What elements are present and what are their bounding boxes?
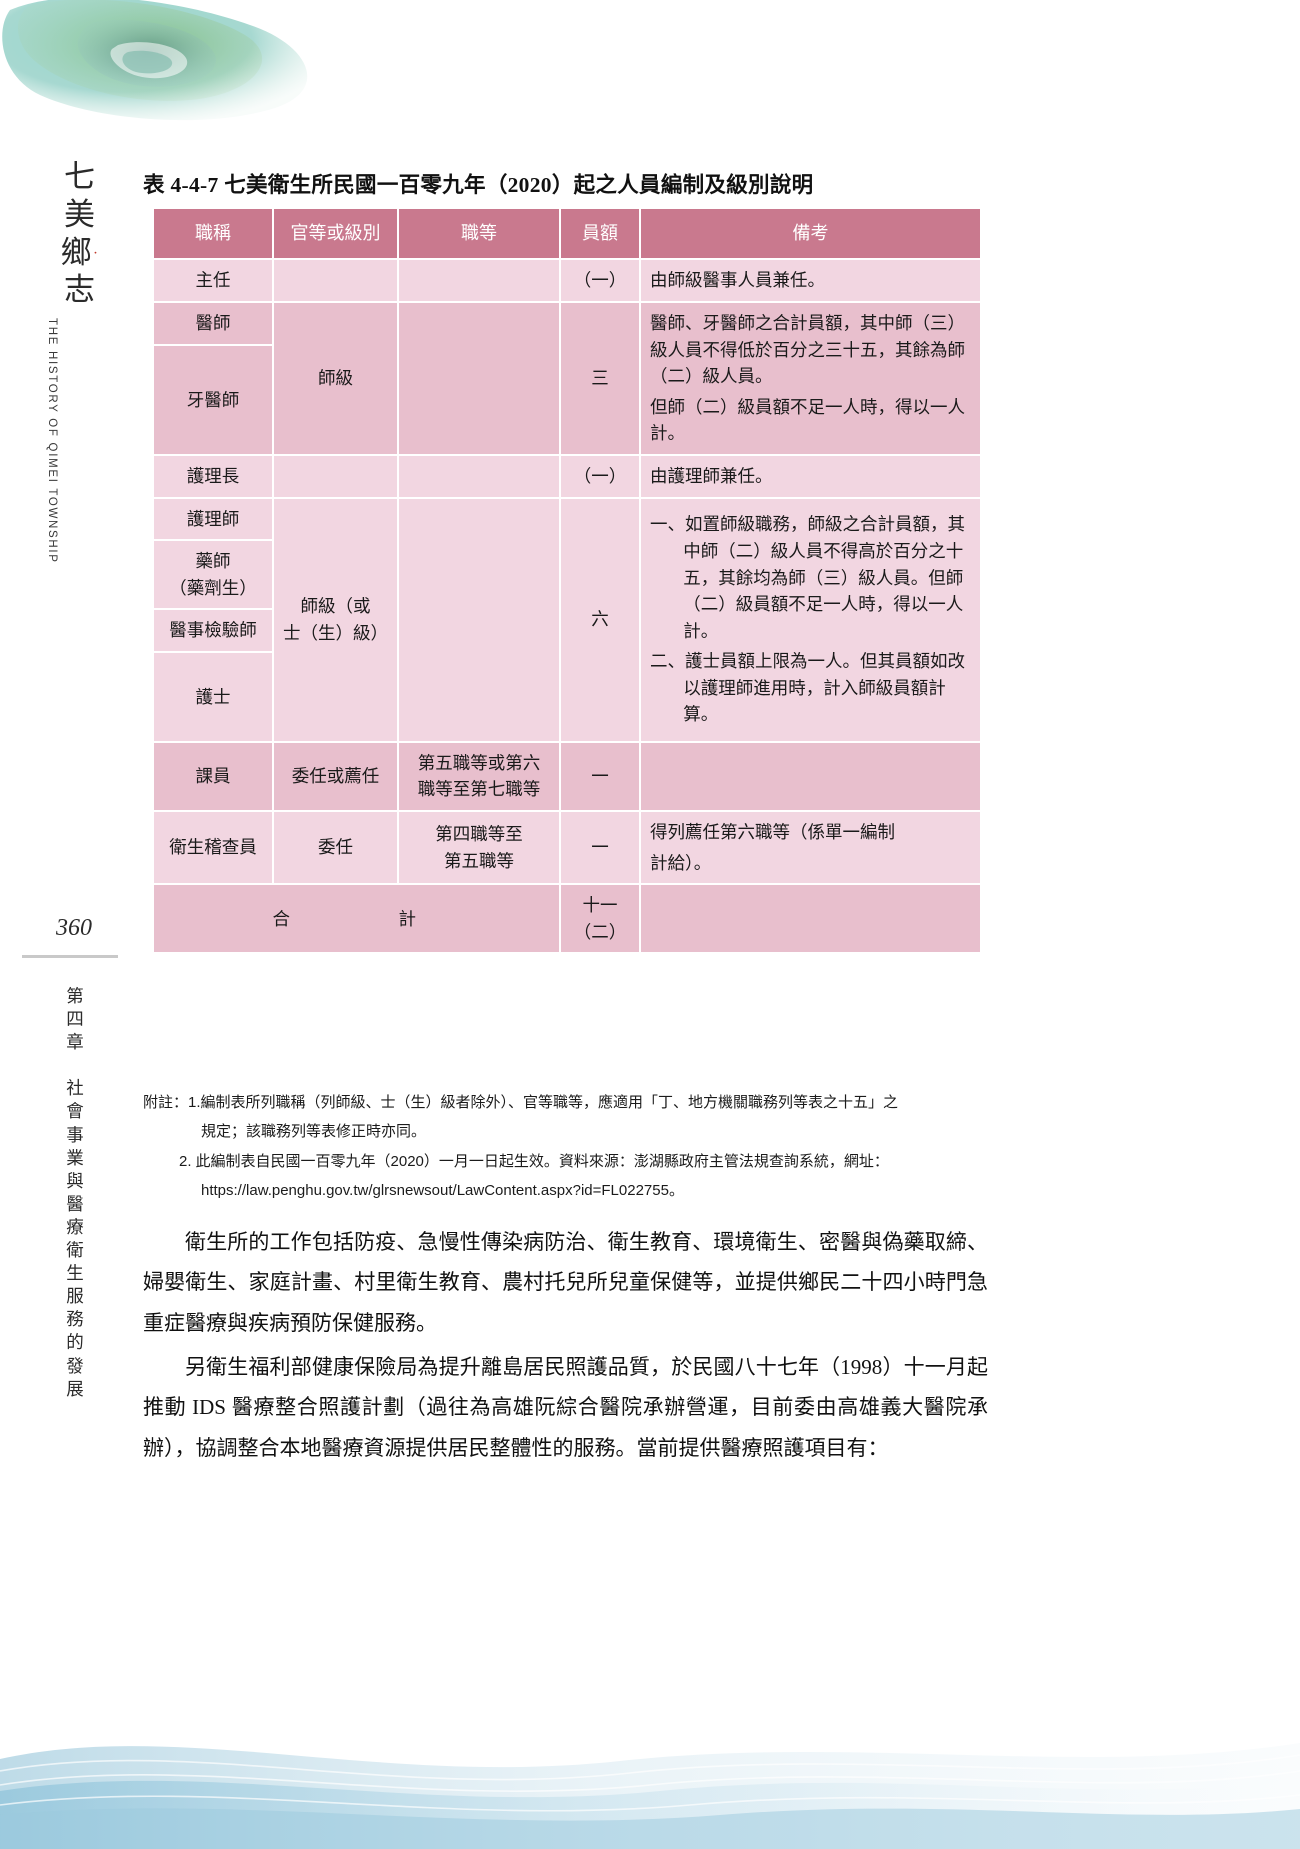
book-title: 七美鄉˙ 志: [60, 159, 100, 308]
remark-line: 醫師、牙醫師之合計員額，其中師（三）級人員不得低於百分之三十五，其餘為師（二）級…: [650, 312, 965, 387]
spine-divider: [22, 955, 118, 958]
cell-quota: 三: [561, 302, 639, 454]
footnote-lead: 附註：: [143, 1094, 189, 1111]
cell-grade: [399, 455, 559, 497]
cell-rank: [274, 455, 397, 497]
table-row: 護士: [154, 652, 980, 741]
cell-quota: 一: [561, 742, 639, 811]
staff-establishment-table: 職稱 官等或級別 職等 員額 備考 主任 （一） 由師級醫事人員兼任。 醫師 師…: [152, 207, 982, 954]
total-remarks: [641, 885, 980, 953]
remark-line: 計給）。: [650, 852, 712, 873]
cell-remarks: [641, 742, 980, 811]
footnote-url: https://law.penghu.gov.tw/glrsnewsout/La…: [201, 1181, 684, 1199]
footnote-continuation: 規定；該職務列等表修正時亦同。: [201, 1123, 427, 1141]
footnote-text: 編制表所列職稱（列師級、士（生）級者除外）、官等職等，應適用「丁、地方機關職務列…: [200, 1094, 899, 1111]
footnote-text: 此編制表自民國一百零九年（2020）一月一日起生效。資料來源：澎湖縣政府主管法規…: [195, 1152, 889, 1170]
table-row: 護理師 師級（或 士（生）級） 六 一、如置師級職務，師級之合計員額，其中師（二）…: [154, 498, 980, 741]
table-row: 牙醫師: [154, 345, 980, 454]
chapter-label-vertical: 第四章 社會事業與醫療衛生服務的發展: [66, 986, 84, 1399]
cell-remarks: 一、如置師級職務，師級之合計員額，其中師（二）級人員不得高於百分之十五，其餘均為…: [641, 498, 980, 741]
column-header-grade: 職等: [399, 209, 559, 259]
total-quota: 十一 （二）: [561, 885, 639, 953]
remark-line: 二、護士員額上限為一人。但其員額如改以護理師進用時，計入師級員額計算。: [650, 651, 965, 725]
cell-job-title: 醫事檢驗師: [154, 610, 272, 651]
cell-rank: [274, 260, 397, 301]
table-total-row: 合 計 十一 （二）: [154, 885, 980, 953]
cell-grade: [399, 260, 559, 301]
cell-grade: 第四職等至 第五職等: [399, 812, 559, 884]
footnote-item: 2. 此編制表自民國一百零九年（2020）一月一日起生效。資料來源：澎湖縣政府主…: [143, 1147, 993, 1176]
cell-job-title: 藥師 （藥劑生）: [154, 541, 272, 609]
remark-line: 但師（二）級員額不足一人時，得以一人計。: [650, 396, 965, 444]
footnote-number: 1.: [188, 1094, 201, 1111]
cell-quota: （一）: [561, 260, 639, 301]
total-label: 合 計: [154, 885, 559, 953]
cell-rank: 師級（或 士（生）級）: [274, 498, 397, 741]
table-row: 藥師 （藥劑生）: [154, 541, 980, 609]
table-row: 課員 委任或薦任 第五職等或第六 職等至第七職等 一: [154, 742, 980, 811]
cell-remarks: 由師級醫事人員兼任。: [641, 260, 980, 301]
table-row: 衛生稽查員 委任 第四職等至 第五職等 一 得列薦任第六職等（係單一編制 計給）。: [154, 812, 980, 884]
cell-rank: 委任或薦任: [274, 742, 397, 811]
cell-grade: [399, 302, 559, 454]
cell-job-title: 牙醫師: [154, 345, 272, 454]
page-number: 360: [56, 915, 92, 941]
paragraph: 另衛生福利部健康保險局為提升離島居民照護品質，於民國八十七年（1998）十一月起…: [143, 1354, 988, 1460]
remark-line: 一、如置師級職務，師級之合計員額，其中師（二）級人員不得高於百分之十五，其餘均為…: [650, 514, 965, 641]
cell-job-title: 護理長: [154, 455, 272, 497]
table-footnotes: 附註： 1. 編制表所列職稱（列師級、士（生）級者除外）、官等職等，應適用「丁、…: [143, 1088, 993, 1205]
table-row: 醫事檢驗師: [154, 610, 980, 651]
cell-rank: 委任: [274, 812, 397, 884]
decorative-wave-bottom: [0, 1609, 1300, 1849]
column-header-rank: 官等或級別: [274, 209, 397, 259]
cell-job-title: 課員: [154, 742, 272, 811]
remark-line: 得列薦任第六職等（係單一編制: [650, 822, 895, 843]
table-header-row: 職稱 官等或級別 職等 員額 備考: [154, 209, 980, 259]
cell-quota: （一）: [561, 455, 639, 497]
cell-remarks: 由護理師兼任。: [641, 455, 980, 497]
column-header-remarks: 備考: [641, 209, 980, 259]
table-row: 醫師 師級 三 醫師、牙醫師之合計員額，其中師（三）級人員不得低於百分之三十五，…: [154, 302, 980, 454]
cell-quota: 一: [561, 812, 639, 884]
book-title-english: THE HISTORY OF QIMEI TOWNSHIP: [46, 318, 58, 564]
cell-grade: 第五職等或第六 職等至第七職等: [399, 742, 559, 811]
body-text: 衛生所的工作包括防疫、急慢性傳染病防治、衛生教育、環境衛生、密醫與偽藥取締、婦嬰…: [143, 1222, 988, 1472]
footnote-number: 2.: [179, 1152, 192, 1170]
cell-job-title: 主任: [154, 260, 272, 301]
cell-remarks: 得列薦任第六職等（係單一編制 計給）。: [641, 812, 980, 884]
book-spine: 七美鄉˙ 志 THE HISTORY OF QIMEI TOWNSHIP 360 …: [0, 0, 120, 1849]
remark-line: 由師級醫事人員兼任。: [650, 270, 825, 291]
footnote-item: 附註： 1. 編制表所列職稱（列師級、士（生）級者除外）、官等職等，應適用「丁、…: [143, 1088, 993, 1117]
table-row: 護理長 （一） 由護理師兼任。: [154, 455, 980, 497]
column-header-quota: 員額: [561, 209, 639, 259]
table-caption: 表 4-4-7 七美衛生所民國一百零九年（2020）起之人員編制及級別說明: [143, 173, 814, 197]
cell-job-title: 護理師: [154, 498, 272, 540]
cell-job-title: 衛生稽查員: [154, 812, 272, 884]
table-row: 主任 （一） 由師級醫事人員兼任。: [154, 260, 980, 301]
cell-remarks: 醫師、牙醫師之合計員額，其中師（三）級人員不得低於百分之三十五，其餘為師（二）級…: [641, 302, 980, 454]
paragraph: 衛生所的工作包括防疫、急慢性傳染病防治、衛生教育、環境衛生、密醫與偽藥取締、婦嬰…: [143, 1230, 988, 1335]
cell-rank: 師級: [274, 302, 397, 454]
cell-job-title: 護士: [154, 652, 272, 741]
remark-line: 由護理師兼任。: [650, 465, 773, 486]
cell-grade: [399, 498, 559, 741]
cell-quota: 六: [561, 498, 639, 741]
cell-job-title: 醫師: [154, 302, 272, 344]
column-header-job-title: 職稱: [154, 209, 272, 259]
